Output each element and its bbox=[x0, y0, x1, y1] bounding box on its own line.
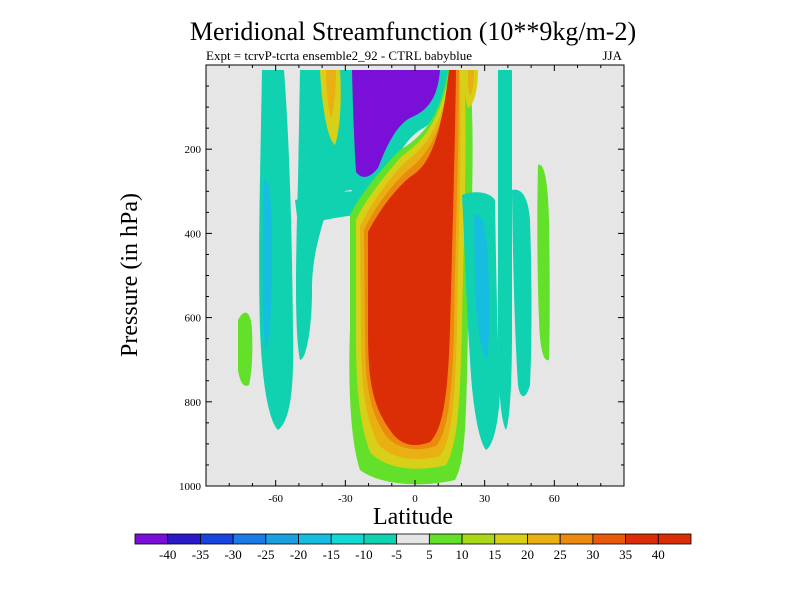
colorbar-swatch bbox=[167, 533, 201, 545]
x-tick-label: -30 bbox=[338, 493, 353, 505]
colorbar-label: 20 bbox=[521, 547, 534, 562]
contour-patch-purple-cell bbox=[352, 70, 440, 177]
contour-patch-orange-left bbox=[326, 70, 336, 118]
chart-title: Meridional Streamfunction (10**9kg/m-2) bbox=[190, 17, 636, 46]
x-axis: -60 -30 0 30 60 bbox=[205, 65, 625, 505]
y-tick-label: 800 bbox=[185, 397, 202, 409]
contour-patch-green-left bbox=[238, 312, 253, 386]
colorbar-label: -30 bbox=[224, 547, 241, 562]
colorbar-swatch bbox=[134, 533, 169, 545]
x-tick-label: -60 bbox=[268, 493, 283, 505]
x-tick-label: 60 bbox=[549, 493, 561, 505]
y-tick-label: 600 bbox=[185, 313, 202, 325]
colorbar-label: 10 bbox=[456, 547, 469, 562]
colorbar-swatch bbox=[330, 533, 365, 545]
colorbar-swatch bbox=[592, 533, 626, 545]
colorbar-label: 5 bbox=[426, 547, 433, 562]
colorbar-label: -25 bbox=[257, 547, 274, 562]
colorbar-label: -10 bbox=[355, 547, 372, 562]
contour-patch-blue-right bbox=[474, 214, 490, 360]
contour-patch-red-cell bbox=[368, 70, 456, 446]
colorbar-swatch bbox=[363, 533, 398, 545]
x-axis-label: Latitude bbox=[373, 504, 453, 530]
y-tick-label: 1000 bbox=[179, 481, 202, 493]
colorbar-swatch bbox=[265, 533, 299, 545]
colorbar-swatch bbox=[461, 533, 496, 545]
colorbar-label: -40 bbox=[159, 547, 176, 562]
y-axis-label: Pressure (in hPa) bbox=[117, 193, 143, 357]
y-axis: 200 400 600 800 1000 bbox=[179, 85, 624, 493]
x-tick-label: 30 bbox=[479, 493, 491, 505]
contour-fill bbox=[238, 70, 550, 485]
contour-patch-cyan-band bbox=[295, 191, 365, 225]
contour-patch-blue-left bbox=[262, 179, 272, 350]
colorbar-swatch bbox=[657, 533, 692, 545]
colorbar: -40 -35 -30 -25 -20 -15 -10 -5 5 10 15 20 25 30 35 40 bbox=[134, 533, 692, 562]
colorbar-label: 40 bbox=[652, 547, 665, 562]
contour-patch-cyan-right-far bbox=[512, 189, 532, 397]
colorbar-swatch bbox=[559, 533, 594, 545]
colorbar-label: 25 bbox=[554, 547, 567, 562]
y-tick-label: 200 bbox=[185, 144, 202, 156]
colorbar-label: -35 bbox=[192, 547, 209, 562]
colorbar-label: 30 bbox=[586, 547, 599, 562]
contour-patch-cyan-right-top bbox=[498, 70, 512, 430]
colorbar-swatch bbox=[396, 533, 430, 545]
colorbar-swatch bbox=[428, 533, 463, 545]
season-label: JJA bbox=[602, 48, 622, 63]
colorbar-swatch bbox=[232, 533, 267, 545]
colorbar-swatch bbox=[625, 533, 659, 545]
x-tick-label: 0 bbox=[412, 493, 418, 505]
chart-subtitle: Expt = tcrvP-tcrta ensemble2_92 - CTRL b… bbox=[206, 48, 472, 63]
contour-patch-green-right bbox=[537, 164, 550, 361]
y-tick-label: 400 bbox=[185, 228, 202, 240]
colorbar-swatch bbox=[200, 533, 234, 545]
colorbar-swatch bbox=[298, 533, 332, 545]
colorbar-label: -5 bbox=[391, 547, 402, 562]
colorbar-swatch bbox=[494, 533, 528, 545]
colorbar-label: -20 bbox=[290, 547, 307, 562]
colorbar-label: -15 bbox=[323, 547, 340, 562]
contour-patch-orange-right-top bbox=[468, 70, 474, 96]
colorbar-swatch bbox=[527, 533, 561, 545]
colorbar-label: 15 bbox=[488, 547, 501, 562]
colorbar-label: 35 bbox=[619, 547, 632, 562]
